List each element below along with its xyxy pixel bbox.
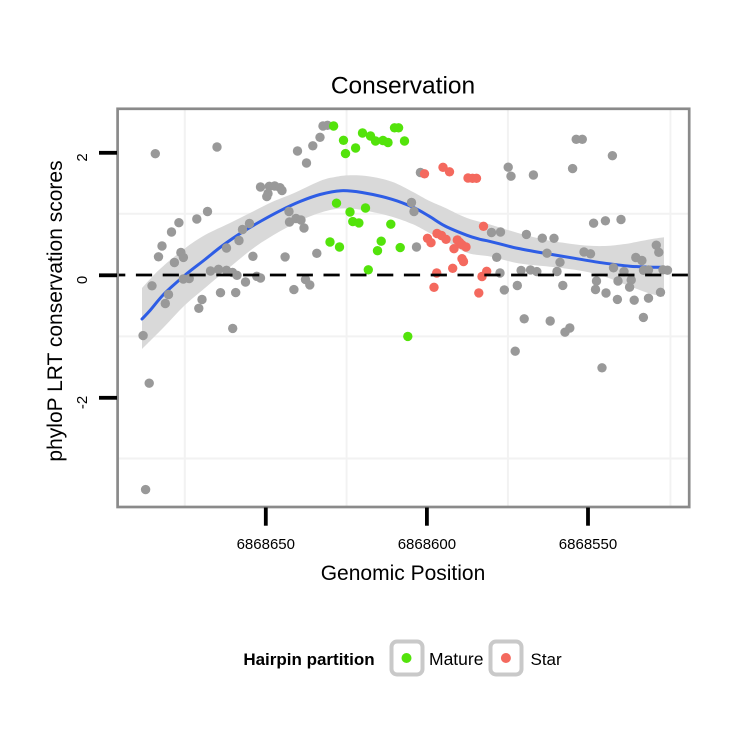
svg-text:Mature: Mature	[429, 649, 483, 669]
svg-text:2: 2	[74, 153, 91, 161]
svg-text:Genomic Position: Genomic Position	[321, 562, 486, 585]
svg-text:-2: -2	[74, 396, 91, 409]
svg-text:6868650: 6868650	[237, 536, 295, 553]
svg-text:6868550: 6868550	[559, 536, 617, 553]
svg-text:Conservation: Conservation	[331, 73, 475, 100]
svg-text:0: 0	[74, 276, 91, 284]
svg-text:Hairpin partition: Hairpin partition	[243, 650, 374, 669]
svg-text:phyloP LRT conservation scores: phyloP LRT conservation scores	[44, 160, 67, 461]
svg-text:6868600: 6868600	[398, 536, 456, 553]
svg-text:Star: Star	[531, 650, 563, 669]
